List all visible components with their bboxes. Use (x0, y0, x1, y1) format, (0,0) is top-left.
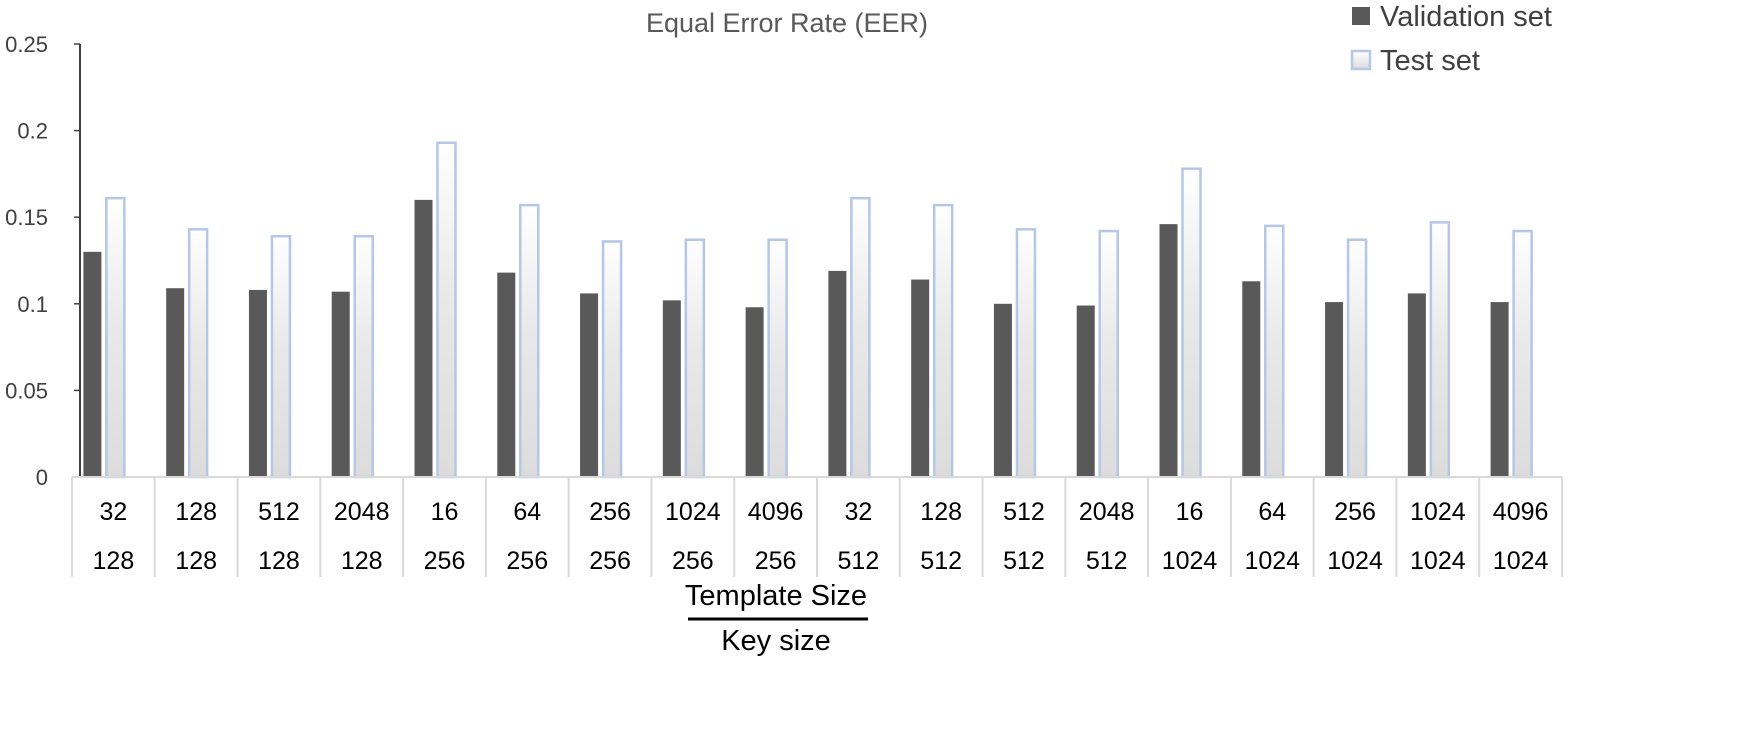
x-tick-template-size: 2048 (1079, 498, 1135, 526)
y-tick-label: 0.25 (5, 32, 48, 57)
x-tick-template-size: 16 (1176, 498, 1204, 526)
bar-validation (414, 199, 433, 477)
chart-title: Equal Error Rate (EER) (646, 8, 928, 38)
legend: Validation set Test set (1350, 1, 1552, 77)
bar-validation (911, 279, 930, 477)
bar-validation (1490, 302, 1509, 477)
y-tick-label: 0 (36, 465, 48, 490)
x-tick-key-size: 1024 (1162, 547, 1218, 575)
bar-validation (83, 251, 102, 477)
x-tick-key-size: 1024 (1327, 547, 1383, 575)
x-tick-key-size: 256 (424, 547, 466, 575)
bar-test (353, 235, 374, 479)
x-tick-template-size: 1024 (1410, 498, 1466, 526)
x-tick-template-size: 2048 (334, 498, 390, 526)
bar-validation (1159, 224, 1178, 477)
x-tick-key-size: 256 (672, 547, 714, 575)
bar-validation (248, 289, 267, 477)
bar-validation (331, 291, 350, 477)
x-tick-template-size: 32 (844, 498, 872, 526)
bar-validation (1242, 281, 1261, 477)
legend-swatch-test (1350, 49, 1372, 71)
legend-label-validation: Validation set (1380, 1, 1552, 33)
x-tick-key-size: 512 (1086, 547, 1128, 575)
x-tick-key-size: 512 (1003, 547, 1045, 575)
x-tick-template-size: 512 (258, 498, 300, 526)
x-tick-template-size: 64 (1258, 498, 1286, 526)
x-tick-key-size: 512 (838, 547, 880, 575)
x-tick-key-size: 1024 (1410, 547, 1466, 575)
x-tick-template-size: 512 (1003, 498, 1045, 526)
x-tick-key-size: 256 (589, 547, 631, 575)
bar-test (1264, 224, 1285, 479)
bar-validation (1407, 293, 1426, 477)
bar-test (519, 203, 540, 479)
bar-test (187, 228, 209, 479)
bar-validation (580, 293, 599, 477)
bar-validation (745, 307, 764, 477)
x-tick-key-size: 256 (755, 547, 797, 575)
y-tick-label: 0.05 (5, 378, 48, 403)
x-tick-key-size: 128 (258, 547, 300, 575)
legend-label-test: Test set (1380, 45, 1480, 77)
bar-validation (828, 270, 847, 477)
x-tick-key-size: 128 (341, 547, 383, 575)
bar-test (850, 196, 871, 479)
x-tick-template-size: 128 (175, 498, 217, 526)
bar-test (105, 196, 126, 479)
bar-validation (497, 272, 516, 477)
legend-swatch-validation (1352, 7, 1370, 25)
x-tick-key-size: 128 (175, 547, 217, 575)
bar-validation (166, 288, 185, 477)
x-tick-key-size: 128 (93, 547, 135, 575)
bar-test (601, 240, 623, 479)
x-tick-template-size: 16 (431, 498, 459, 526)
category-table: 32 128 128 128 512 128 2048 128 16 256 64 256 256 256… (71, 476, 1563, 577)
x-tick-key-size: 1024 (1244, 547, 1300, 575)
bar-test (767, 238, 788, 479)
x-tick-template-size: 256 (589, 498, 631, 526)
bar-validation (662, 300, 681, 477)
x-tick-template-size: 1024 (665, 498, 721, 526)
x-tick-template-size: 256 (1334, 498, 1376, 526)
x-tick-key-size: 256 (506, 547, 548, 575)
y-tick-label: 0.1 (17, 292, 48, 317)
bar-test (1346, 238, 1368, 479)
bar-test (932, 203, 954, 479)
bar-test (1098, 229, 1119, 479)
bar-test (436, 141, 457, 479)
x-tick-template-size: 4096 (1493, 498, 1549, 526)
y-tick-label: 0.2 (17, 119, 48, 144)
x-tick-template-size: 32 (99, 498, 127, 526)
x-tick-key-size: 512 (920, 547, 962, 575)
bars (83, 141, 1533, 479)
x-tick-key-size: 1024 (1493, 547, 1549, 575)
x-axis-label-key-size: Key size (721, 625, 831, 657)
bar-validation (1325, 302, 1344, 477)
bar-validation (1076, 305, 1095, 477)
bar-test (1429, 221, 1451, 479)
bar-test (1512, 229, 1533, 479)
bar-test (1181, 167, 1202, 479)
bar-test (270, 235, 292, 479)
bar-validation (993, 303, 1012, 477)
bar-test (1015, 228, 1037, 479)
x-tick-template-size: 4096 (748, 498, 804, 526)
y-axis-ticks: 0 0.05 0.1 0.15 0.2 0.25 (5, 32, 80, 490)
x-axis-label-template-size: Template Size (685, 580, 867, 612)
x-tick-template-size: 64 (513, 498, 541, 526)
y-tick-label: 0.15 (5, 205, 48, 230)
x-tick-template-size: 128 (920, 498, 962, 526)
bar-test (684, 238, 706, 479)
